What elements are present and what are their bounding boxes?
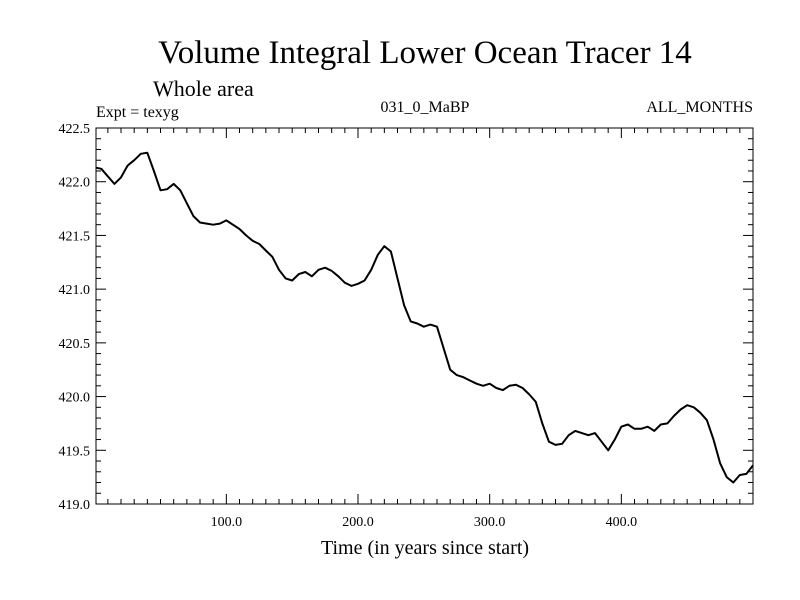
y-tick-label: 422.0 — [59, 176, 91, 191]
y-tick-label: 421.0 — [59, 283, 91, 298]
right-label: ALL_MONTHS — [646, 99, 753, 116]
center-label: 031_0_MaBP — [381, 99, 470, 116]
series-line — [95, 151, 754, 484]
chart-title: Volume Integral Lower Ocean Tracer 14 — [158, 35, 692, 71]
x-tick-label: 300.0 — [474, 515, 506, 530]
y-tick-label: 420.5 — [59, 337, 91, 352]
y-tick-label: 420.0 — [59, 391, 91, 406]
ticks — [96, 128, 754, 504]
x-tick-label: 400.0 — [606, 515, 638, 530]
y-tick-label: 419.5 — [59, 444, 91, 459]
x-tick-label: 200.0 — [342, 515, 374, 530]
x-tick-label: 100.0 — [211, 515, 243, 530]
y-tick-label: 422.5 — [59, 122, 91, 137]
expt-label: Expt = texyg — [96, 104, 179, 121]
y-tick-label: 419.0 — [59, 498, 91, 513]
chart-subtitle: Whole area — [153, 76, 254, 101]
y-tick-label: 421.5 — [59, 229, 91, 244]
x-axis-label: Time (in years since start) — [321, 537, 529, 559]
plot-frame — [95, 127, 754, 505]
tick-labels: 100.0 200.0 300.0 400.0 419.0 419.5 420.0 420.5… — [59, 122, 638, 530]
